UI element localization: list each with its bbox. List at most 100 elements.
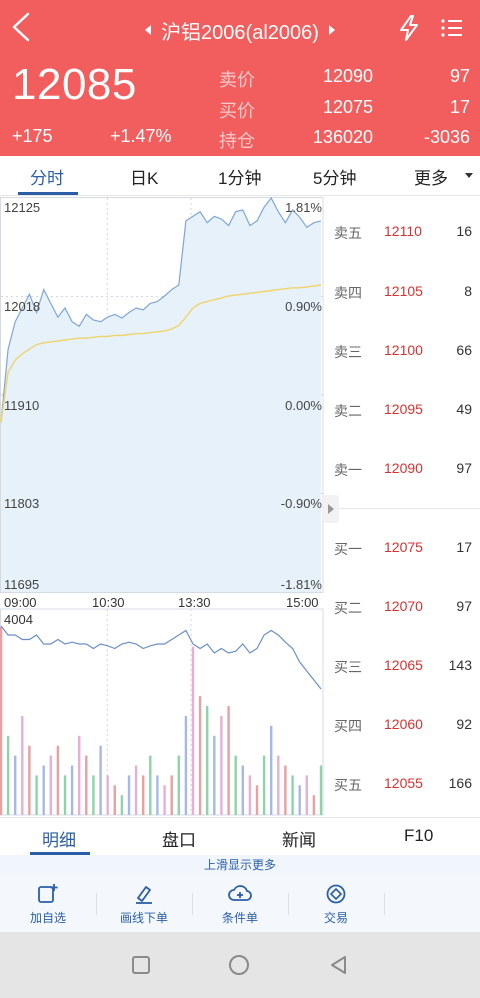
level-label: 买二: [334, 600, 362, 616]
tab-1-minute[interactable]: 1分钟: [218, 169, 262, 188]
level-price: 12095: [384, 401, 423, 417]
level-volume: 92: [456, 716, 472, 732]
tab-5-minute[interactable]: 5分钟: [313, 169, 357, 188]
add-watchlist-button[interactable]: 加自选: [0, 881, 96, 927]
volume-bar: [220, 716, 223, 815]
level-label: 卖三: [334, 344, 362, 360]
menu-list-icon[interactable]: [440, 16, 464, 40]
action-label: 交易: [323, 911, 348, 925]
price-tick-label: 12125: [4, 200, 41, 215]
tab-news[interactable]: 新闻: [282, 831, 316, 850]
nav-back-icon[interactable]: [328, 954, 350, 976]
level-price: 12065: [384, 657, 423, 673]
percent-tick-label: -1.81%: [280, 577, 322, 592]
level-volume: 143: [448, 657, 472, 673]
tab-active-indicator: [30, 852, 90, 855]
level-label: 买三: [334, 659, 362, 675]
bid-row[interactable]: 买三 12065 143: [326, 657, 480, 681]
chevron-down-icon[interactable]: [465, 173, 473, 178]
action-bar: 加自选 画线下单 条件单 交易: [0, 875, 480, 932]
volume-panel-frame: [0, 608, 324, 816]
level-price: 12060: [384, 716, 423, 732]
volume-bar: [92, 775, 95, 815]
collapse-orderbook-handle[interactable]: [323, 495, 339, 523]
order-book-divider: [338, 508, 480, 509]
slide-up-hint[interactable]: 上滑显示更多: [0, 855, 480, 875]
volume-bar: [248, 775, 252, 815]
draw-order-button[interactable]: 画线下单: [96, 881, 192, 927]
condition-order-button[interactable]: 条件单: [192, 881, 288, 927]
volume-bar: [142, 775, 145, 815]
tab-details[interactable]: 明细: [42, 831, 76, 850]
volume-bar: [227, 706, 230, 815]
recent-apps-icon[interactable]: [132, 956, 150, 974]
contract-title[interactable]: 沪铝2006(al2006): [161, 21, 319, 44]
add-watchlist-icon: [38, 884, 58, 903]
change-absolute: +175: [12, 126, 53, 146]
condition-order-icon: [228, 885, 252, 901]
bid-row[interactable]: 买二 12070 97: [326, 598, 480, 622]
volume-bar: [170, 775, 173, 815]
home-icon[interactable]: [229, 955, 249, 975]
tab-more[interactable]: 更多: [414, 169, 448, 188]
volume-bar: [177, 755, 180, 815]
back-arrow-icon[interactable]: [8, 10, 36, 44]
action-label: 条件单: [221, 911, 258, 925]
volume-bar: [28, 745, 31, 815]
volume-bar: [262, 755, 266, 815]
detail-tabs: 明细 盘口 新闻 F10: [0, 817, 480, 855]
bid-row[interactable]: 买五 12055 166: [326, 775, 480, 799]
period-tabs: 分时 日K 1分钟 5分钟 更多: [0, 156, 480, 196]
level-volume: 8: [464, 283, 472, 299]
level-volume: 66: [456, 342, 472, 358]
level-price: 12105: [384, 283, 423, 299]
volume-bar: [42, 765, 45, 815]
volume-bar: [85, 755, 88, 815]
level-price: 12070: [384, 598, 423, 614]
level-label: 卖二: [334, 403, 362, 419]
level-volume: 17: [456, 539, 472, 555]
volume-bar: [127, 775, 131, 815]
ask-row[interactable]: 卖五 12110 16: [326, 223, 480, 247]
tab-daily-k[interactable]: 日K: [130, 169, 159, 188]
last-price: 12085: [12, 60, 137, 109]
ask-row[interactable]: 卖一 12090 97: [326, 460, 480, 484]
level-volume: 166: [448, 775, 472, 791]
intraday-chart[interactable]: 12125 12018 11910 11803 11695 1.81% 0.90…: [0, 197, 326, 817]
quote-extra: 97: [449, 66, 470, 86]
quote-label: 持仓: [219, 131, 255, 151]
ask-row[interactable]: 卖三 12100 66: [326, 342, 480, 366]
quote-extra: 17: [449, 97, 470, 117]
volume-bar: [184, 716, 188, 815]
volume-bar: [120, 795, 124, 815]
level-volume: 16: [456, 223, 472, 239]
volume-bar: [149, 755, 152, 815]
price-tick-label: 11910: [4, 398, 40, 413]
volume-bar: [213, 735, 216, 815]
tab-intraday[interactable]: 分时: [30, 169, 64, 188]
volume-bar: [49, 755, 52, 815]
ask-row[interactable]: 卖二 12095 49: [326, 401, 480, 425]
volume-bar: [305, 775, 308, 815]
level-volume: 97: [456, 460, 472, 476]
ask-row[interactable]: 卖四 12105 8: [326, 283, 480, 307]
volume-bar: [14, 755, 17, 815]
volume-bar: [6, 735, 10, 815]
next-contract-icon[interactable]: [328, 25, 335, 35]
level-volume: 97: [456, 598, 472, 614]
bid-row[interactable]: 买四 12060 92: [326, 716, 480, 740]
percent-tick-label: 0.00%: [285, 398, 322, 413]
level-label: 买一: [334, 541, 362, 557]
volume-bar: [70, 765, 74, 815]
lightning-icon[interactable]: [398, 14, 420, 42]
volume-bar: [163, 785, 166, 815]
volume-bar: [106, 775, 109, 815]
bid-row[interactable]: 买一 12075 17: [326, 539, 480, 563]
tab-f10[interactable]: F10: [404, 826, 434, 845]
action-divider: [288, 893, 289, 915]
prev-contract-icon[interactable]: [145, 25, 152, 35]
trade-button[interactable]: 交易: [288, 881, 384, 927]
tab-order-book[interactable]: 盘口: [162, 831, 196, 850]
chevron-right-icon: [328, 504, 334, 514]
volume-bar: [270, 725, 273, 815]
